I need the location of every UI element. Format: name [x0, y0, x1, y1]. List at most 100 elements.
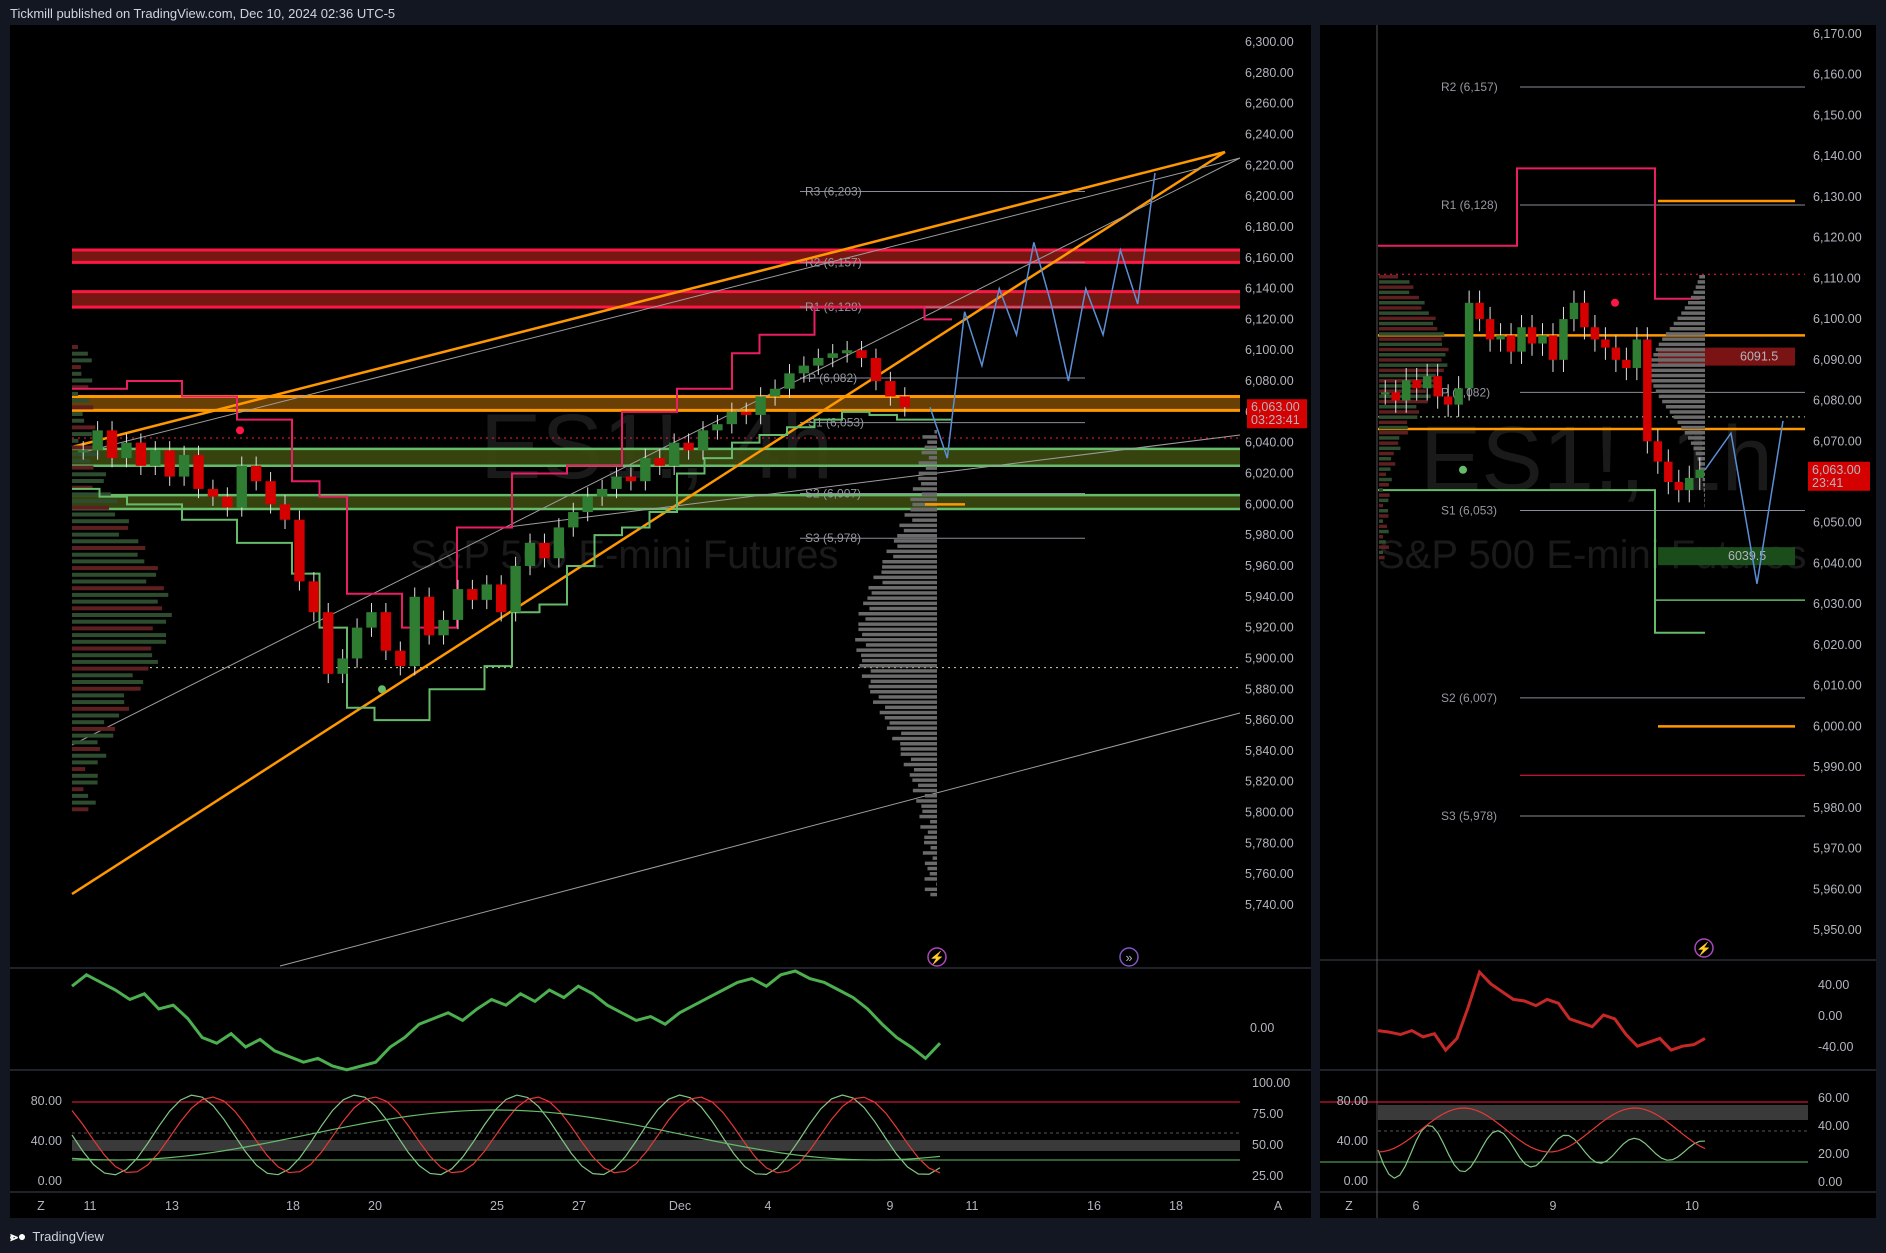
volume-profile-bar [868, 586, 937, 590]
tradingview-footer[interactable]: ⩺● TradingView [10, 1228, 104, 1245]
volume-profile-bar-1h [1379, 431, 1408, 435]
volume-profile-bar-1h [1379, 540, 1386, 544]
volume-profile-bar-1h [1379, 316, 1436, 321]
volume-profile-bar [72, 680, 144, 684]
volume-profile-bar-1h [1379, 353, 1446, 357]
volume-profile-bar [856, 648, 937, 652]
candle-body [279, 504, 291, 520]
x-tick-label: 27 [572, 1199, 586, 1213]
candle-body-1h [1422, 376, 1432, 389]
y-tick-label-1h: 6,120.00 [1813, 231, 1862, 245]
y-tick-label-1h: 6,000.00 [1813, 719, 1862, 733]
stoch-left-tick: 0.00 [38, 1174, 62, 1188]
y-tick-label-1h: 6,090.00 [1813, 353, 1862, 367]
candle-body [827, 353, 838, 358]
volume-profile-bar [921, 482, 937, 486]
stoch-k-line [71, 1094, 941, 1176]
forward-icon [1119, 947, 1139, 967]
projection-path-1h [1704, 420, 1784, 584]
candle-body [135, 442, 147, 466]
volume-profile-bar [882, 565, 937, 569]
pivot-label: R2 (6,157) [805, 255, 862, 269]
candle-body [452, 589, 464, 620]
y-tick-label: 6,120.00 [1245, 312, 1294, 326]
volume-profile-bar-1h [1379, 529, 1389, 534]
oscillator-tick-1h: -40.00 [1818, 1040, 1853, 1054]
stoch-left-tick-1h: 80.00 [1337, 1094, 1368, 1108]
volume-profile-bar [924, 861, 937, 866]
volume-profile-bar [72, 760, 98, 765]
volume-profile-bar [882, 560, 937, 564]
candle-body [250, 465, 262, 482]
y-tick-label: 5,940.00 [1245, 590, 1294, 604]
volume-profile-bar [72, 566, 158, 571]
signal-dot-red [236, 426, 244, 435]
signal-dot-green [378, 685, 386, 694]
candle-body [611, 476, 622, 489]
volume-profile-bar [855, 638, 937, 642]
volume-profile-bar-1h [1379, 358, 1442, 362]
candle-body-1h [1381, 392, 1390, 395]
volume-profile-bar [72, 398, 90, 403]
volume-profile-bar-1h [1658, 342, 1705, 347]
upper-band-1h [1378, 167, 1700, 300]
stoch-k-line-1h [1377, 1124, 1706, 1179]
volume-profile-bar-1h [1662, 337, 1705, 341]
candle-body-1h [1653, 441, 1663, 462]
candle-body [899, 396, 910, 408]
lightning-icon-1h [1694, 938, 1714, 958]
volume-profile-bar [72, 405, 94, 410]
volume-profile-bar [72, 485, 93, 490]
lower-band [72, 410, 952, 722]
volume-profile-bar-1h [1379, 415, 1418, 419]
x-tick-label-1h: 10 [1685, 1199, 1699, 1213]
volume-profile-bar [912, 487, 937, 491]
candle-body-1h [1611, 347, 1621, 360]
candle-body [409, 596, 420, 667]
volume-profile-bar [72, 606, 163, 611]
y-tick-label: 5,980.00 [1245, 528, 1294, 542]
stoch-right-tick-1h: 0.00 [1818, 1175, 1842, 1189]
volume-profile-bar [72, 371, 82, 376]
channel-grey-2 [71, 157, 1241, 456]
candle-body [870, 357, 882, 382]
volume-profile-bar [868, 684, 937, 689]
volume-profile-bar [924, 794, 937, 798]
volume-profile-bar-1h [1702, 477, 1705, 482]
candle-body-1h [1496, 335, 1505, 340]
volume-profile-bar [930, 846, 937, 850]
volume-profile-bar [72, 432, 92, 437]
volume-profile-bar [886, 549, 937, 554]
volume-profile-bar [72, 773, 98, 778]
volume-profile-bar [918, 476, 937, 481]
y-tick-label-1h: 6,010.00 [1813, 679, 1862, 693]
x-tick-label: 16 [1087, 1199, 1101, 1213]
volume-profile-bar-1h [1684, 306, 1705, 310]
orange-zone [72, 396, 1240, 411]
volume-profile-bar [881, 570, 937, 574]
volume-profile-bar-1h [1379, 451, 1394, 456]
countdown-label-1h: 23:41 [1812, 476, 1843, 490]
stoch-right-tick: 50.00 [1252, 1138, 1283, 1152]
volume-profile-bar-1h [1379, 483, 1389, 487]
y-tick-label: 6,240.00 [1245, 127, 1294, 141]
volume-profile-bar [862, 658, 937, 663]
oscillator-tick: 0.00 [1250, 1021, 1274, 1035]
volume-profile-bar [893, 554, 937, 559]
volume-profile-bar [924, 840, 937, 845]
volume-profile-bar [72, 385, 89, 390]
pivot-label: R3 (6,203) [805, 184, 862, 198]
volume-profile-bar [72, 492, 111, 497]
volume-profile-bar-1h [1650, 363, 1705, 367]
y-tick-label: 6,300.00 [1245, 35, 1294, 49]
volume-profile-bar [72, 479, 104, 483]
volume-profile-bar-1h [1379, 555, 1385, 560]
volume-profile-bar [72, 378, 93, 383]
volume-profile-bar-1h [1379, 467, 1391, 471]
candle-body [625, 476, 637, 482]
pivot-label: S3 (5,978) [805, 531, 861, 545]
volume-profile-bar-1h [1703, 488, 1705, 492]
candle-body [496, 584, 507, 613]
y-tick-label: 6,140.00 [1245, 282, 1294, 296]
